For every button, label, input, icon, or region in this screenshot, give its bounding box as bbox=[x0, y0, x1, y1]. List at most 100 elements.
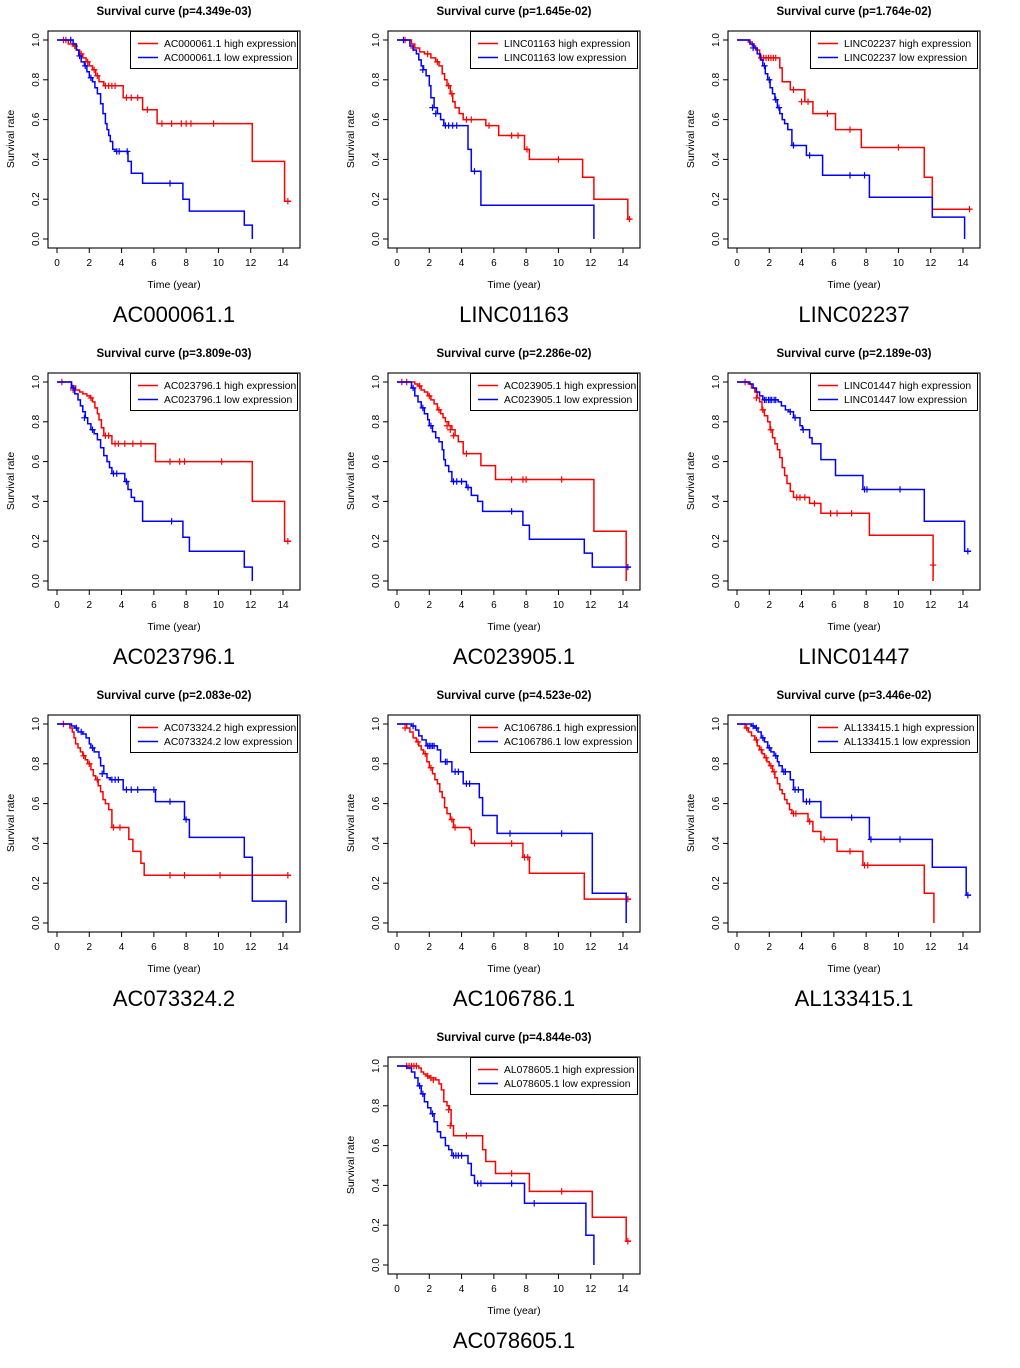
y-tick-label: 0.2 bbox=[31, 192, 42, 206]
x-tick-label: 0 bbox=[394, 600, 400, 611]
y-tick-label: 1.0 bbox=[31, 33, 42, 47]
censor-mark bbox=[90, 66, 98, 74]
legend-label: AC000061.1 low expression bbox=[164, 53, 292, 64]
x-tick-label: 14 bbox=[617, 1284, 629, 1295]
censor-mark bbox=[848, 510, 855, 517]
legend-label: AC073324.2 low expression bbox=[164, 737, 292, 748]
y-tick-label: 1.0 bbox=[711, 717, 722, 731]
panel-AC000061.1: Survival curve (p=4.349e-03) 0 2 4 6 8 10 12 14 0… bbox=[0, 0, 340, 342]
censor-mark bbox=[806, 818, 813, 825]
y-tick-label: 0.8 bbox=[371, 414, 382, 428]
censor-mark bbox=[466, 780, 473, 787]
censor-mark bbox=[129, 440, 137, 447]
x-tick-label: 12 bbox=[245, 258, 257, 269]
low-expression-curve bbox=[397, 39, 595, 239]
censor-mark bbox=[81, 414, 88, 422]
x-tick-label: 12 bbox=[585, 600, 597, 611]
y-tick-label: 0.6 bbox=[711, 454, 722, 468]
x-tick-label: 2 bbox=[767, 942, 773, 953]
censor-mark bbox=[80, 752, 87, 760]
panel-AL133415.1: Survival curve (p=3.446e-02) 0 2 4 6 8 10 12 14 0… bbox=[680, 684, 1020, 1026]
x-tick-label: 8 bbox=[523, 942, 529, 953]
low-expression-curve bbox=[737, 381, 972, 552]
censor-mark bbox=[445, 82, 452, 89]
censor-mark bbox=[94, 776, 101, 783]
censor-mark bbox=[804, 98, 812, 105]
censor-mark bbox=[168, 518, 175, 525]
x-tick-label: 10 bbox=[213, 600, 225, 611]
censor-mark bbox=[105, 432, 112, 439]
y-tick-label: 0.8 bbox=[711, 414, 722, 428]
panel-title: Survival curve (p=3.446e-02) bbox=[776, 690, 931, 702]
censor-mark bbox=[772, 96, 779, 103]
censor-mark bbox=[409, 722, 417, 730]
censor-mark bbox=[284, 538, 292, 545]
censor-mark bbox=[463, 450, 470, 457]
x-tick-label: 10 bbox=[893, 258, 905, 269]
y-tick-label: 1.0 bbox=[711, 33, 722, 47]
y-tick-label: 0.2 bbox=[371, 1218, 382, 1232]
gene-caption: LINC01163 bbox=[459, 302, 569, 327]
censor-mark bbox=[508, 508, 515, 515]
y-tick-label: 0.4 bbox=[371, 836, 382, 850]
x-tick-label: 4 bbox=[459, 600, 465, 611]
panel-title: Survival curve (p=4.349e-03) bbox=[96, 6, 251, 18]
x-tick-label: 14 bbox=[957, 258, 969, 269]
y-tick-label: 0.4 bbox=[31, 152, 42, 166]
x-tick-label: 6 bbox=[491, 1284, 497, 1295]
censor-mark bbox=[181, 458, 188, 465]
censor-mark bbox=[89, 426, 96, 433]
y-tick-label: 0.0 bbox=[31, 574, 42, 588]
legend-label: AC106786.1 high expression bbox=[504, 723, 637, 734]
panel-title: Survival curve (p=3.809e-03) bbox=[96, 348, 251, 360]
censor-mark bbox=[432, 110, 439, 117]
y-tick-label: 0.4 bbox=[711, 836, 722, 850]
y-tick-label: 1.0 bbox=[371, 1059, 382, 1073]
censor-mark bbox=[86, 760, 93, 767]
x-tick-label: 0 bbox=[734, 600, 740, 611]
x-tick-label: 6 bbox=[491, 258, 497, 269]
legend-box bbox=[130, 715, 298, 753]
x-tick-label: 8 bbox=[183, 600, 189, 611]
legend-label: LINC01163 low expression bbox=[504, 53, 627, 64]
y-tick-label: 0.6 bbox=[371, 796, 382, 810]
y-tick-label: 1.0 bbox=[371, 375, 382, 389]
high-expression-curve bbox=[397, 381, 627, 581]
censor-mark bbox=[770, 768, 778, 775]
censor-mark bbox=[787, 408, 794, 416]
x-axis-label: Time (year) bbox=[147, 621, 200, 633]
y-tick-label: 0.6 bbox=[371, 454, 382, 468]
censor-mark bbox=[443, 758, 451, 766]
y-tick-label: 0.2 bbox=[31, 534, 42, 548]
y-tick-label: 1.0 bbox=[711, 375, 722, 389]
censor-mark bbox=[419, 1090, 427, 1098]
censor-mark bbox=[846, 848, 854, 855]
x-tick-label: 8 bbox=[863, 600, 869, 611]
censor-mark bbox=[966, 205, 973, 213]
survival-chart-AC106786.1: Survival curve (p=4.523e-02) 0 2 4 6 8 10 12 14 0… bbox=[345, 690, 641, 1011]
panel-LINC01163: Survival curve (p=1.645e-02) 0 2 4 6 8 10 12 14 0… bbox=[340, 0, 680, 342]
y-tick-label: 0.2 bbox=[711, 192, 722, 206]
censor-mark bbox=[427, 422, 435, 429]
survival-chart-LINC02237: Survival curve (p=1.764e-02) 0 2 4 6 8 10 12 14 0… bbox=[685, 6, 981, 327]
y-tick-label: 1.0 bbox=[31, 717, 42, 731]
x-tick-label: 4 bbox=[119, 600, 125, 611]
censor-mark bbox=[426, 392, 433, 400]
censor-mark bbox=[137, 440, 145, 447]
x-tick-label: 0 bbox=[734, 258, 740, 269]
low-expression-curve bbox=[57, 723, 287, 923]
censor-mark bbox=[67, 36, 74, 44]
censor-mark bbox=[749, 722, 757, 730]
x-tick-label: 2 bbox=[427, 1284, 433, 1295]
legend-box bbox=[470, 1057, 638, 1095]
gene-caption: LINC02237 bbox=[798, 302, 909, 327]
x-tick-label: 10 bbox=[213, 258, 225, 269]
censor-mark bbox=[424, 1072, 431, 1080]
x-tick-label: 0 bbox=[394, 258, 400, 269]
legend-box bbox=[810, 373, 978, 411]
censor-mark bbox=[78, 728, 85, 736]
censor-mark bbox=[434, 58, 441, 66]
legend-label: AL133415.1 high expression bbox=[844, 723, 975, 734]
censor-mark bbox=[453, 122, 460, 129]
